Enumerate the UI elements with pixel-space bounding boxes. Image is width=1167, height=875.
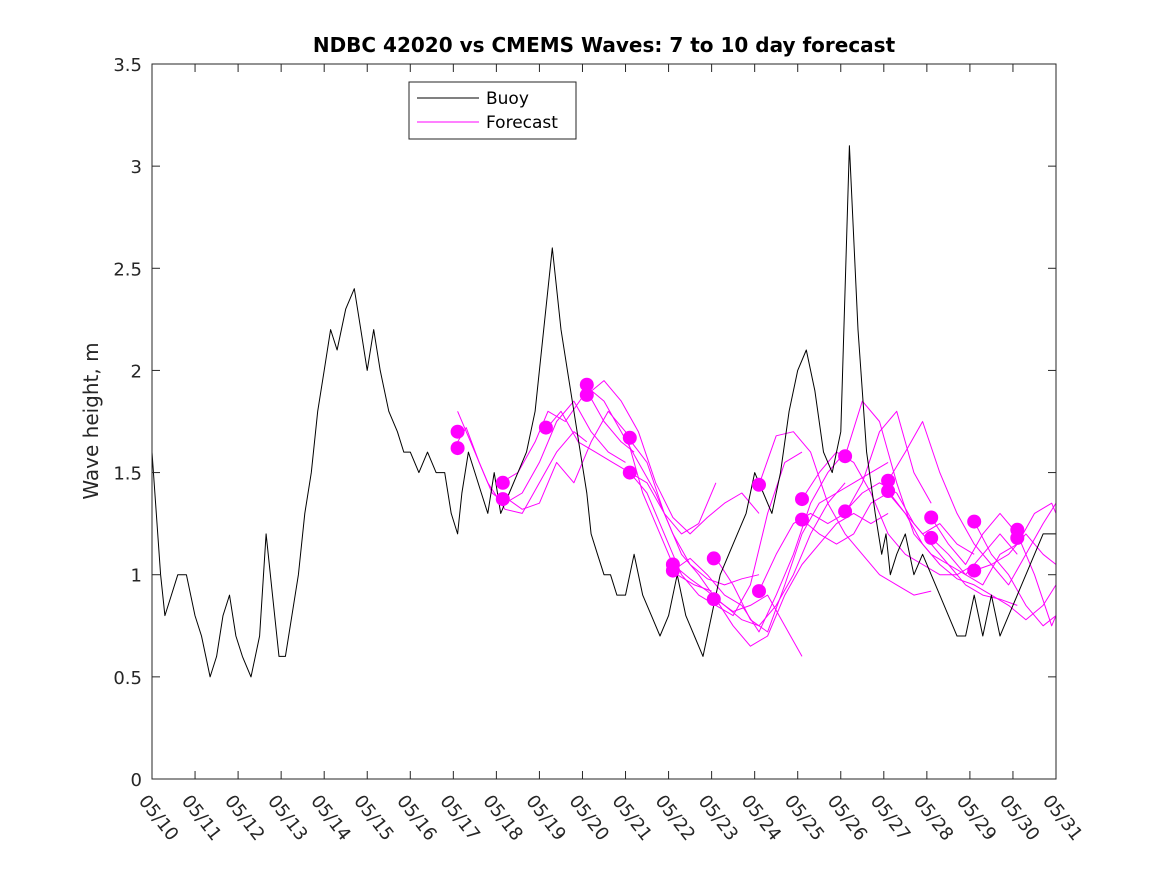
forecast-start-marker: [579, 387, 594, 402]
forecast-start-marker: [967, 514, 982, 529]
forecast-start-marker: [706, 551, 721, 566]
legend-forecast-label: Forecast: [486, 113, 558, 133]
y-axis-label: Wave height, m: [79, 342, 103, 499]
forecast-series-line-3: [500, 390, 635, 484]
forecast-start-marker: [450, 441, 465, 456]
forecast-start-marker: [838, 449, 853, 464]
forecast-series-line-20: [887, 421, 1057, 565]
forecast-series-line-21: [887, 490, 1057, 621]
chart-title: NDBC 42020 vs CMEMS Waves: 7 to 10 day f…: [313, 33, 896, 57]
forecast-series-line-16: [801, 451, 975, 576]
forecast-start-marker: [967, 563, 982, 578]
forecast-series-line-23: [930, 502, 1057, 586]
forecast-series-line-14: [758, 431, 932, 596]
forecast-start-marker: [1010, 530, 1025, 545]
forecast-start-marker: [495, 475, 510, 490]
forecast-start-marker: [924, 510, 939, 525]
buoy-series-line: [151, 145, 1056, 678]
forecast-start-marker: [838, 504, 853, 519]
forecast-start-marker: [881, 484, 896, 498]
marker-layer: [450, 377, 1025, 607]
forecast-start-marker: [924, 530, 939, 545]
forecast-start-marker: [752, 584, 766, 599]
y-tick-label: 3.5: [113, 55, 142, 76]
y-tick-label: 3: [131, 157, 142, 178]
forecast-series-line-12: [715, 461, 889, 633]
forecast-series-line-7: [586, 380, 760, 535]
forecast-start-marker: [622, 430, 637, 445]
forecast-series-line-25: [974, 502, 1057, 586]
y-tick-label: 1.5: [113, 464, 142, 485]
forecast-series-line-2: [457, 411, 588, 514]
legend-buoy-label: Buoy: [486, 89, 529, 109]
forecast-start-marker: [752, 477, 766, 492]
forecast-start-marker: [579, 377, 594, 392]
y-tick-label: 2: [131, 361, 142, 382]
y-tick-label: 1: [131, 566, 142, 587]
forecast-start-marker: [665, 563, 680, 578]
y-tick-label: 0.5: [113, 668, 142, 689]
forecast-start-marker: [795, 512, 809, 527]
legend-box: [408, 81, 577, 140]
forecast-start-marker: [795, 492, 809, 507]
forecast-series-line-24: [973, 521, 1057, 627]
forecast-start-marker: [538, 420, 553, 435]
forecast-series-line-11: [672, 451, 846, 633]
forecast-series-line-22: [930, 512, 1057, 627]
forecast-start-marker: [495, 492, 510, 507]
forecast-start-marker: [706, 592, 721, 607]
plot-frame: [151, 63, 1057, 780]
legend: Buoy Forecast: [408, 81, 577, 140]
forecast-start-marker: [622, 465, 637, 480]
forecast-series-line-13: [715, 512, 889, 647]
forecast-start-marker: [450, 424, 465, 439]
y-tick-label: 2.5: [113, 259, 142, 280]
forecast-start-marker: [881, 473, 896, 488]
y-tick-label: 0: [131, 770, 142, 791]
